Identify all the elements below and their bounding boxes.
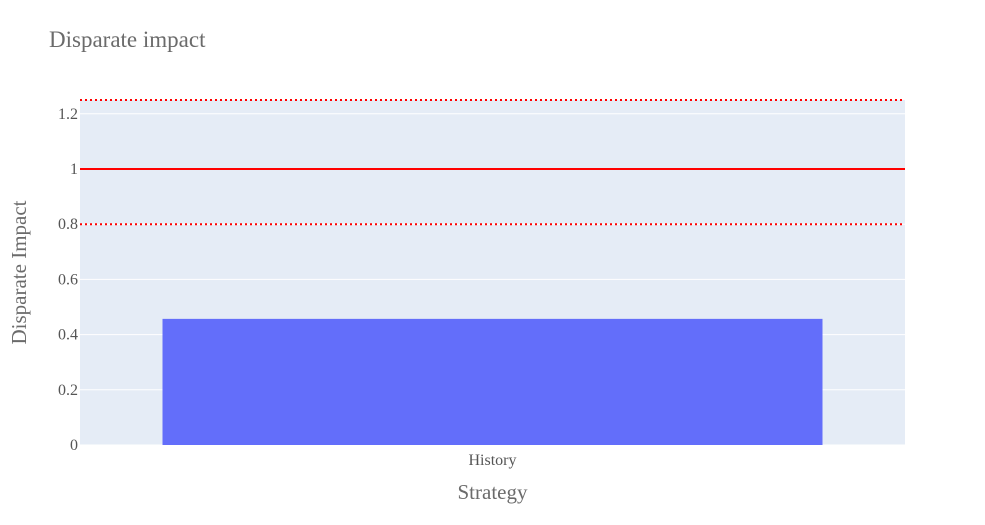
- bar: [162, 318, 823, 445]
- chart-title: Disparate impact: [49, 27, 206, 52]
- y-tick-label: 0.8: [58, 216, 78, 233]
- y-tick-label: 0: [70, 437, 78, 454]
- y-tick-label: 0.4: [58, 327, 78, 344]
- x-tick-labels: History: [469, 452, 517, 469]
- x-tick-label: History: [469, 452, 517, 469]
- y-tick-label: 1: [70, 161, 78, 178]
- y-tick-label: 0.6: [58, 271, 78, 288]
- x-axis-title: Strategy: [458, 480, 528, 504]
- y-tick-label: 1.2: [58, 106, 78, 123]
- y-axis-title: Disparate Impact: [7, 200, 31, 344]
- reference-lines: [80, 99, 905, 226]
- y-tick-label: 0.2: [58, 382, 78, 399]
- y-tick-labels: 0 0.2 0.4 0.6 0.8 1 1.2: [58, 106, 78, 454]
- bars: [162, 318, 823, 445]
